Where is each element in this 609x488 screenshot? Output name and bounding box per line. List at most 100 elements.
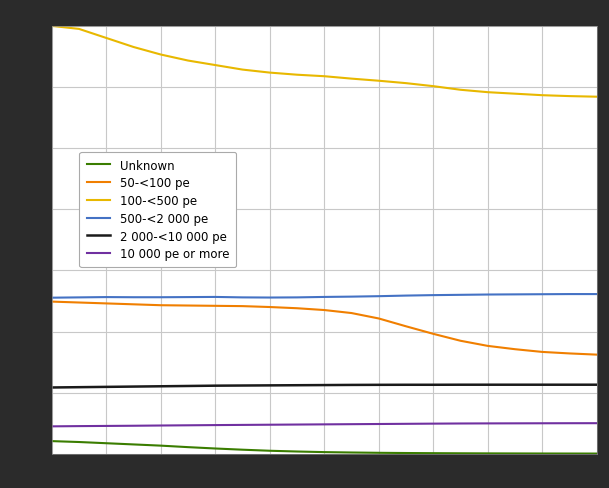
50-<100 pe: [266, 305, 273, 310]
100-<500 pe: [539, 93, 546, 99]
Unknown: [48, 438, 55, 444]
500-<2 000 pe: [48, 295, 55, 301]
10 000 pe or more: [103, 423, 110, 429]
10 000 pe or more: [212, 422, 219, 428]
Line: 500-<2 000 pe: 500-<2 000 pe: [52, 294, 597, 298]
10 000 pe or more: [321, 422, 328, 427]
500-<2 000 pe: [266, 295, 273, 301]
2 000-<10 000 pe: [239, 383, 246, 388]
2 000-<10 000 pe: [430, 382, 437, 388]
50-<100 pe: [212, 303, 219, 309]
2 000-<10 000 pe: [457, 382, 464, 388]
Unknown: [403, 450, 410, 456]
Unknown: [375, 450, 382, 456]
2 000-<10 000 pe: [403, 382, 410, 388]
500-<2 000 pe: [321, 294, 328, 300]
Unknown: [348, 449, 355, 455]
100-<500 pe: [266, 71, 273, 77]
Unknown: [103, 440, 110, 446]
50-<100 pe: [348, 310, 355, 316]
2 000-<10 000 pe: [294, 383, 301, 388]
Unknown: [512, 450, 519, 456]
50-<100 pe: [457, 338, 464, 344]
500-<2 000 pe: [512, 292, 519, 298]
500-<2 000 pe: [185, 295, 192, 301]
50-<100 pe: [130, 302, 137, 307]
10 000 pe or more: [76, 423, 83, 429]
Unknown: [294, 448, 301, 454]
Unknown: [212, 446, 219, 451]
Unknown: [157, 443, 164, 448]
Unknown: [457, 450, 464, 456]
50-<100 pe: [48, 299, 55, 305]
2 000-<10 000 pe: [375, 382, 382, 388]
500-<2 000 pe: [566, 291, 573, 297]
50-<100 pe: [157, 303, 164, 308]
100-<500 pe: [157, 53, 164, 59]
10 000 pe or more: [539, 421, 546, 427]
2 000-<10 000 pe: [321, 383, 328, 388]
10 000 pe or more: [457, 421, 464, 427]
10 000 pe or more: [375, 421, 382, 427]
10 000 pe or more: [484, 421, 491, 427]
Unknown: [430, 450, 437, 456]
Unknown: [566, 451, 573, 457]
50-<100 pe: [403, 324, 410, 329]
10 000 pe or more: [403, 421, 410, 427]
Unknown: [266, 448, 273, 454]
2 000-<10 000 pe: [130, 384, 137, 390]
500-<2 000 pe: [212, 294, 219, 300]
100-<500 pe: [48, 24, 55, 30]
50-<100 pe: [294, 305, 301, 311]
50-<100 pe: [593, 352, 600, 358]
500-<2 000 pe: [239, 295, 246, 301]
50-<100 pe: [321, 307, 328, 313]
2 000-<10 000 pe: [157, 384, 164, 389]
2 000-<10 000 pe: [348, 382, 355, 388]
Line: Unknown: Unknown: [52, 441, 597, 454]
100-<500 pe: [566, 94, 573, 100]
500-<2 000 pe: [539, 292, 546, 298]
10 000 pe or more: [512, 421, 519, 427]
10 000 pe or more: [348, 421, 355, 427]
Unknown: [321, 449, 328, 455]
500-<2 000 pe: [130, 295, 137, 301]
Line: 100-<500 pe: 100-<500 pe: [52, 27, 597, 98]
Unknown: [130, 442, 137, 447]
100-<500 pe: [430, 84, 437, 90]
2 000-<10 000 pe: [593, 382, 600, 388]
Unknown: [76, 439, 83, 445]
50-<100 pe: [185, 303, 192, 309]
500-<2 000 pe: [484, 292, 491, 298]
Unknown: [593, 451, 600, 457]
100-<500 pe: [375, 79, 382, 84]
10 000 pe or more: [593, 420, 600, 426]
500-<2 000 pe: [76, 295, 83, 301]
500-<2 000 pe: [430, 293, 437, 299]
100-<500 pe: [103, 36, 110, 42]
2 000-<10 000 pe: [103, 384, 110, 390]
2 000-<10 000 pe: [539, 382, 546, 388]
500-<2 000 pe: [403, 293, 410, 299]
50-<100 pe: [512, 346, 519, 352]
50-<100 pe: [239, 304, 246, 309]
Unknown: [185, 444, 192, 450]
50-<100 pe: [103, 301, 110, 307]
100-<500 pe: [212, 63, 219, 69]
2 000-<10 000 pe: [76, 385, 83, 390]
100-<500 pe: [457, 88, 464, 94]
2 000-<10 000 pe: [484, 382, 491, 388]
100-<500 pe: [294, 73, 301, 79]
2 000-<10 000 pe: [266, 383, 273, 388]
100-<500 pe: [76, 27, 83, 33]
500-<2 000 pe: [294, 295, 301, 301]
2 000-<10 000 pe: [212, 383, 219, 389]
100-<500 pe: [239, 67, 246, 73]
2 000-<10 000 pe: [566, 382, 573, 388]
100-<500 pe: [512, 92, 519, 98]
Unknown: [539, 450, 546, 456]
100-<500 pe: [348, 77, 355, 82]
2 000-<10 000 pe: [185, 383, 192, 389]
500-<2 000 pe: [348, 294, 355, 300]
2 000-<10 000 pe: [512, 382, 519, 388]
